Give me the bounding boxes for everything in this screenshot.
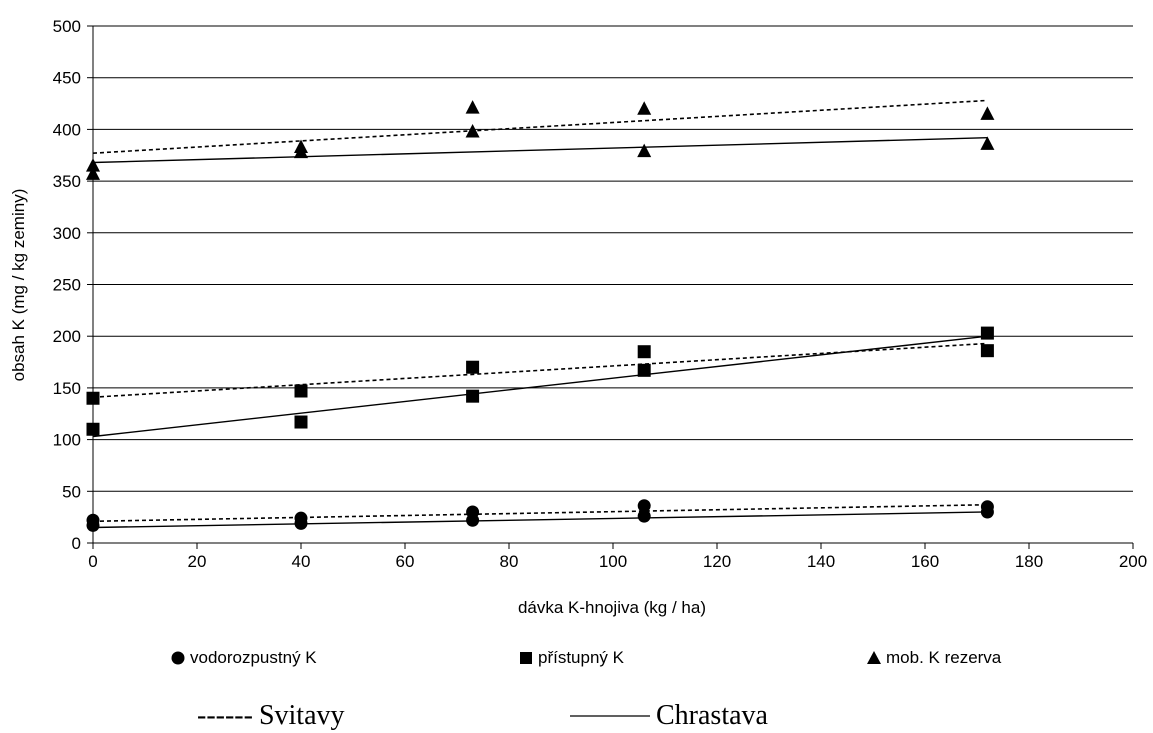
point-chrastava-triangle-2 <box>465 123 480 138</box>
trend-chrastava-circle <box>92 511 988 529</box>
point-svitavy-square-4 <box>980 344 994 358</box>
point-chrastava-square-1 <box>294 415 308 429</box>
trend-svitavy-circle <box>92 503 988 523</box>
point-chrastava-square-3 <box>637 363 651 377</box>
point-chrastava-triangle-3 <box>637 143 652 158</box>
y-tick-label-450: 450 <box>53 69 81 88</box>
x-tick-label-120: 120 <box>703 552 731 571</box>
x-tick-label-20: 20 <box>188 552 207 571</box>
trendline-legend: ------ Svitavy Chrastava <box>0 700 1153 733</box>
point-chrastava-circle-1 <box>294 516 308 530</box>
point-chrastava-triangle-4 <box>980 136 995 150</box>
triangle-marker-icon <box>867 651 881 664</box>
dashed-line-marker: ------ <box>197 700 253 731</box>
point-svitavy-circle-3 <box>637 499 651 513</box>
tick-labels: 0 50 100 150 200 250 300 350 400 450 500 0 20 40 60 80 1… <box>53 17 1148 571</box>
x-tick-label-100: 100 <box>599 552 627 571</box>
legend-item-vodorozpustny: vodorozpustný K <box>170 648 317 668</box>
x-tick-label-140: 140 <box>807 552 835 571</box>
y-tick-label-500: 500 <box>53 17 81 36</box>
x-tick-label-200: 200 <box>1119 552 1147 571</box>
y-tick-label-200: 200 <box>53 327 81 346</box>
trend-svitavy-triangle <box>92 99 988 154</box>
legend-label-mob-k-rezerva: mob. K rezerva <box>886 648 1002 667</box>
y-tick-label-350: 350 <box>53 172 81 191</box>
x-tick-label-0: 0 <box>88 552 97 571</box>
legend-label-svitavy: Svitavy <box>258 700 345 731</box>
point-svitavy-triangle-2 <box>465 100 480 114</box>
circle-marker-icon <box>171 651 185 665</box>
y-tick-label-400: 400 <box>53 120 81 139</box>
x-tick-label-180: 180 <box>1015 552 1043 571</box>
square-marker-icon <box>520 652 532 664</box>
point-svitavy-square-1 <box>294 384 308 398</box>
x-tick-label-60: 60 <box>396 552 415 571</box>
chart: 0 50 100 150 200 250 300 350 400 450 500 0 20 40 60 80 1… <box>9 17 1148 617</box>
gridlines <box>93 25 1133 492</box>
x-axis-title: dávka K-hnojiva (kg / ha) <box>518 598 706 617</box>
y-axis-title: obsah K (mg / kg zeminy) <box>9 189 28 382</box>
legend-line-svitavy: ------ Svitavy <box>197 700 345 732</box>
point-chrastava-circle-3 <box>637 509 651 523</box>
axes <box>87 25 1134 549</box>
x-tick-label-80: 80 <box>500 552 519 571</box>
trend-chrastava-triangle <box>92 136 988 164</box>
point-svitavy-square-2 <box>466 360 480 374</box>
trend-chrastava-square <box>92 335 988 438</box>
y-tick-label-100: 100 <box>53 431 81 450</box>
legend-label-chrastava: Chrastava <box>656 700 768 731</box>
point-chrastava-circle-2 <box>466 513 480 527</box>
point-svitavy-square-3 <box>637 345 651 359</box>
y-tick-label-300: 300 <box>53 224 81 243</box>
legend-label-pristupny: přístupný K <box>538 648 624 667</box>
point-svitavy-triangle-4 <box>980 106 995 120</box>
point-chrastava-square-2 <box>466 389 480 403</box>
legend-item-pristupny: přístupný K <box>518 648 624 668</box>
legend-label-vodorozpustny: vodorozpustný K <box>190 648 317 667</box>
trend-svitavy-square <box>92 342 988 399</box>
point-svitavy-triangle-3 <box>637 101 652 115</box>
point-chrastava-circle-4 <box>980 505 994 519</box>
series-legend: vodorozpustný K přístupný K mob. K rezer… <box>0 648 1153 678</box>
y-tick-label-0: 0 <box>72 534 81 553</box>
legend-line-chrastava: Chrastava <box>570 700 768 732</box>
x-tick-label-160: 160 <box>911 552 939 571</box>
solid-line-icon <box>570 715 650 717</box>
data-points <box>86 100 995 532</box>
point-chrastava-square-4 <box>980 326 994 340</box>
y-tick-label-150: 150 <box>53 379 81 398</box>
legend-item-mob-k-rezerva: mob. K rezerva <box>866 648 1001 668</box>
y-tick-label-50: 50 <box>62 482 81 501</box>
trend-lines <box>92 99 988 529</box>
x-tick-label-40: 40 <box>292 552 311 571</box>
point-chrastava-triangle-1 <box>294 144 308 159</box>
y-tick-label-250: 250 <box>53 276 81 295</box>
